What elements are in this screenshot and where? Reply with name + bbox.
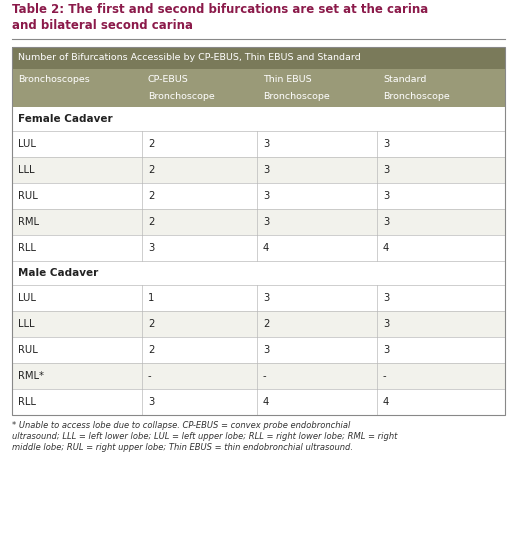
Text: RUL: RUL [18, 345, 38, 355]
Text: 3: 3 [383, 139, 389, 149]
Text: 3: 3 [263, 293, 269, 303]
Text: 2: 2 [148, 345, 155, 355]
Bar [12, 311, 505, 337]
Text: 2: 2 [263, 319, 269, 329]
Text: 2: 2 [148, 165, 155, 175]
Text: ultrasound; LLL = left lower lobe; LUL = left upper lobe; RLL = right lower lobe: ultrasound; LLL = left lower lobe; LUL =… [12, 432, 398, 441]
Text: Bronchoscope: Bronchoscope [263, 92, 330, 101]
Bar [12, 261, 505, 285]
Text: middle lobe; RUL = right upper lobe; Thin EBUS = thin endobronchial ultrasound.: middle lobe; RUL = right upper lobe; Thi… [12, 443, 353, 452]
Text: 3: 3 [383, 165, 389, 175]
Text: LUL: LUL [18, 139, 36, 149]
Text: 3: 3 [263, 139, 269, 149]
Text: Bronchoscope: Bronchoscope [148, 92, 215, 101]
Bar [12, 363, 505, 389]
Text: 3: 3 [263, 165, 269, 175]
Text: LUL: LUL [18, 293, 36, 303]
Text: 3: 3 [263, 345, 269, 355]
Text: 2: 2 [148, 217, 155, 227]
Bar [12, 47, 505, 69]
Text: Female Cadaver: Female Cadaver [18, 114, 113, 124]
Text: RLL: RLL [18, 397, 36, 407]
Text: Number of Bifurcations Accessible by CP-EBUS, Thin EBUS and Standard: Number of Bifurcations Accessible by CP-… [18, 54, 361, 62]
Text: 4: 4 [263, 243, 269, 253]
Text: 4: 4 [383, 243, 389, 253]
Bar [12, 69, 505, 107]
Bar [12, 389, 505, 415]
Text: 1: 1 [148, 293, 155, 303]
Text: Standard: Standard [383, 75, 427, 84]
Text: Bronchoscopes: Bronchoscopes [18, 75, 90, 84]
Text: CP-EBUS: CP-EBUS [148, 75, 189, 84]
Text: 2: 2 [148, 139, 155, 149]
Text: 3: 3 [148, 397, 154, 407]
Text: 2: 2 [148, 191, 155, 201]
Bar [12, 183, 505, 209]
Text: and bilateral second carina: and bilateral second carina [12, 19, 193, 32]
Text: LLL: LLL [18, 319, 35, 329]
Text: LLL: LLL [18, 165, 35, 175]
Text: RML*: RML* [18, 371, 44, 381]
Text: Male Cadaver: Male Cadaver [18, 268, 98, 278]
Text: 3: 3 [263, 217, 269, 227]
Text: -: - [148, 371, 151, 381]
Text: RLL: RLL [18, 243, 36, 253]
Text: 4: 4 [383, 397, 389, 407]
Bar [12, 209, 505, 235]
Text: -: - [383, 371, 387, 381]
Text: 3: 3 [383, 293, 389, 303]
Bar [12, 157, 505, 183]
Text: Table 2: The first and second bifurcations are set at the carina: Table 2: The first and second bifurcatio… [12, 3, 428, 16]
Text: 2: 2 [148, 319, 155, 329]
Text: 3: 3 [383, 319, 389, 329]
Text: * Unable to access lobe due to collapse. CP-EBUS = convex probe endobronchial: * Unable to access lobe due to collapse.… [12, 421, 351, 430]
Text: 3: 3 [263, 191, 269, 201]
Text: 4: 4 [263, 397, 269, 407]
Text: -: - [263, 371, 267, 381]
Text: RUL: RUL [18, 191, 38, 201]
Bar [12, 285, 505, 311]
Text: 3: 3 [383, 191, 389, 201]
Bar [12, 47, 505, 415]
Text: RML: RML [18, 217, 39, 227]
Bar [12, 235, 505, 261]
Text: 3: 3 [383, 217, 389, 227]
Bar [12, 337, 505, 363]
Bar [12, 131, 505, 157]
Bar [12, 107, 505, 131]
Text: 3: 3 [383, 345, 389, 355]
Text: Bronchoscope: Bronchoscope [383, 92, 450, 101]
Text: Thin EBUS: Thin EBUS [263, 75, 312, 84]
Text: 3: 3 [148, 243, 154, 253]
